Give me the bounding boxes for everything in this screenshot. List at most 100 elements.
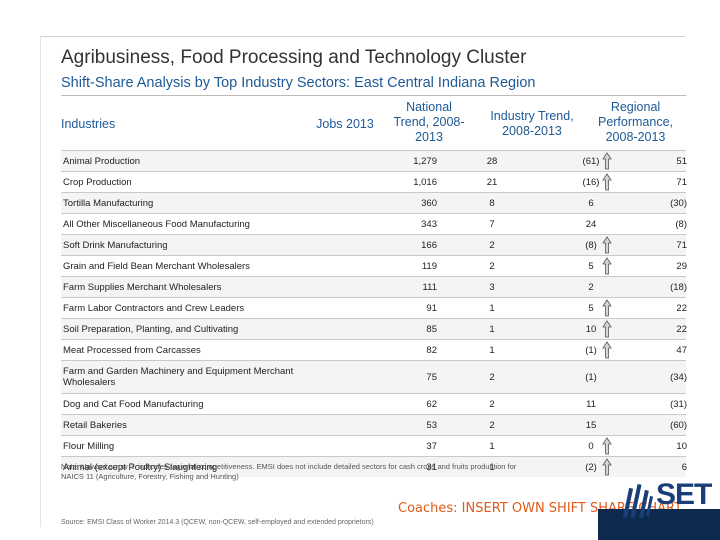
regional-performance-value: 22	[676, 302, 687, 314]
industry-trend-value: 15	[585, 419, 597, 431]
jobs-value: 37	[426, 440, 437, 452]
up-arrow-icon	[602, 458, 612, 476]
industry-name: All Other Miscellaneous Food Manufacturi…	[63, 218, 250, 230]
national-trend-value: 28	[486, 155, 498, 167]
national-trend-value: 2	[489, 419, 495, 431]
jobs-value: 1,279	[413, 155, 437, 167]
industry-name: Animal (except Poultry) Slaughtering	[63, 461, 218, 473]
table-row: Dog and Cat Food Manufacturing 62 2 11 (31)	[61, 393, 687, 414]
industry-name: Soft Drink Manufacturing	[63, 239, 168, 251]
up-arrow-icon	[602, 299, 612, 317]
national-trend-value: 2	[489, 371, 495, 383]
up-arrow-icon	[602, 173, 612, 191]
national-trend-value: 1	[489, 440, 495, 452]
industry-trend-value: (2)	[585, 461, 597, 473]
jobs-value: 360	[421, 197, 437, 209]
regional-performance-value: 71	[676, 239, 687, 251]
header-national-trend: National Trend, 2008-2013	[393, 100, 465, 144]
industry-name: Dog and Cat Food Manufacturing	[63, 398, 204, 410]
jobs-value: 343	[421, 218, 437, 230]
industry-trend-value: (1)	[585, 371, 597, 383]
regional-performance-value: 71	[676, 176, 687, 188]
footnote: Note: Upward arrow ⇧ indicates regional …	[61, 462, 517, 481]
national-trend-value: 1	[489, 344, 495, 356]
set-logo-icon	[622, 483, 654, 519]
table-row: Flour Milling 37 1 0 10	[61, 435, 687, 456]
industry-name: Meat Processed from Carcasses	[63, 344, 201, 356]
jobs-value: 111	[422, 281, 437, 293]
regional-performance-value: (30)	[670, 197, 687, 209]
national-trend-value: 8	[489, 197, 495, 209]
jobs-value: 53	[426, 419, 437, 431]
up-arrow-icon	[602, 437, 612, 455]
table-row: Retail Bakeries 53 2 15 (60)	[61, 414, 687, 435]
industry-name: Soil Preparation, Planting, and Cultivat…	[63, 323, 239, 335]
up-arrow-icon	[602, 341, 612, 359]
table-row: Farm Supplies Merchant Wholesalers 111 3 2 (…	[61, 276, 687, 297]
jobs-value: 166	[421, 239, 437, 251]
table-row: Soft Drink Manufacturing 166 2 (8) 71	[61, 234, 687, 255]
table-row: Grain and Field Bean Merchant Wholesaler…	[61, 255, 687, 276]
industry-name: Grain and Field Bean Merchant Wholesaler…	[63, 260, 250, 272]
national-trend-value: 2	[489, 239, 495, 251]
industry-trend-value: (61)	[582, 155, 600, 167]
regional-performance-value: (8)	[675, 218, 687, 230]
up-arrow-icon	[602, 320, 612, 338]
regional-performance-value: 6	[681, 461, 687, 473]
jobs-value: 62	[426, 398, 437, 410]
header-rule-top	[61, 95, 686, 96]
table-row: All Other Miscellaneous Food Manufacturi…	[61, 213, 687, 234]
national-trend-value: 1	[489, 323, 495, 335]
national-trend-value: 21	[486, 176, 498, 188]
industry-trend-value: 5	[588, 260, 594, 272]
industry-name: Flour Milling	[63, 440, 115, 452]
table-row: Animal Production 1,279 28 (61) 51	[61, 150, 687, 171]
table-row: Tortilla Manufacturing 360 8 6 (30)	[61, 192, 687, 213]
national-trend-value: 2	[489, 398, 495, 410]
logo-text: SET	[656, 478, 712, 511]
industry-trend-value: 5	[588, 302, 594, 314]
header-industries: Industries	[61, 117, 116, 131]
industry-trend-value: (8)	[585, 239, 597, 251]
industry-trend-value: 10	[585, 323, 597, 335]
regional-performance-value: 51	[676, 155, 687, 167]
source-text: Source: EMSI Class of Worker 2014.3 (QCE…	[61, 519, 374, 526]
industry-name: Farm Supplies Merchant Wholesalers	[63, 281, 222, 293]
jobs-value: 1,016	[413, 176, 437, 188]
slide-title: Agribusiness, Food Processing and Techno…	[61, 47, 527, 68]
regional-performance-value: (31)	[670, 398, 687, 410]
up-arrow-icon	[602, 152, 612, 170]
table-row: Crop Production 1,016 21 (16) 71	[61, 171, 687, 192]
jobs-value: 75	[426, 371, 437, 383]
up-arrow-icon	[602, 257, 612, 275]
slide-subtitle: Shift-Share Analysis by Top Industry Sec…	[61, 75, 536, 91]
industry-name: Animal Production	[63, 155, 141, 167]
regional-performance-value: 22	[676, 323, 687, 335]
jobs-value: 91	[426, 302, 437, 314]
national-trend-value: 1	[489, 461, 495, 473]
industry-name: Tortilla Manufacturing	[63, 197, 154, 209]
jobs-value: 119	[421, 260, 437, 272]
jobs-value: 82	[426, 344, 437, 356]
up-arrow-icon	[602, 236, 612, 254]
regional-performance-value: 10	[676, 440, 687, 452]
header-jobs: Jobs 2013	[316, 117, 374, 131]
table-row: Meat Processed from Carcasses 82 1 (1) 47	[61, 339, 687, 360]
table-row: Farm and Garden Machinery and Equipment …	[61, 360, 687, 393]
national-trend-value: 7	[489, 218, 495, 230]
regional-performance-value: 29	[676, 260, 687, 272]
industry-trend-value: 6	[588, 197, 594, 209]
header-regional-performance: Regional Performance, 2008-2013	[597, 100, 674, 144]
industry-trend-value: (16)	[582, 176, 600, 188]
industry-name: Farm Labor Contractors and Crew Leaders	[63, 302, 245, 314]
regional-performance-value: 47	[676, 344, 687, 356]
national-trend-value: 3	[489, 281, 495, 293]
national-trend-value: 2	[489, 260, 495, 272]
logo-band	[598, 509, 720, 540]
industry-trend-value: 2	[588, 281, 594, 293]
table-row: Soil Preparation, Planting, and Cultivat…	[61, 318, 687, 339]
regional-performance-value: (34)	[670, 371, 687, 383]
header-industry-trend: Industry Trend, 2008-2013	[490, 109, 574, 138]
industry-name: Retail Bakeries	[63, 419, 127, 431]
industry-trend-value: 11	[586, 398, 596, 410]
